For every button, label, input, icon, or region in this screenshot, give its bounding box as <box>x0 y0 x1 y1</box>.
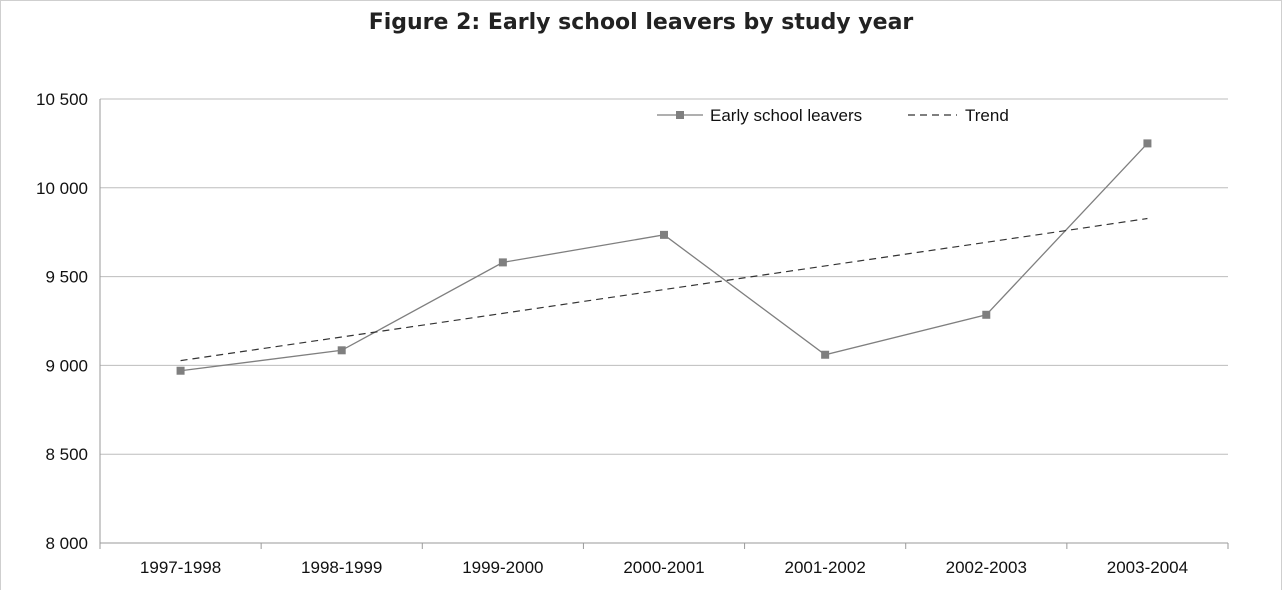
legend: Early school leavers Trend <box>657 106 1009 125</box>
x-tick-label: 1999-2000 <box>462 558 543 577</box>
y-tick-label: 10 000 <box>36 179 88 198</box>
y-tick-label: 8 000 <box>45 534 88 553</box>
series-lines <box>176 139 1152 375</box>
data-point <box>821 350 830 359</box>
data-point <box>1143 139 1152 148</box>
y-tick-label: 8 500 <box>45 445 88 464</box>
y-tick-label: 10 500 <box>36 90 88 109</box>
x-tick-label: 2002-2003 <box>946 558 1027 577</box>
data-point <box>498 258 507 267</box>
legend-label: Trend <box>965 106 1009 125</box>
data-point <box>337 346 346 355</box>
data-point <box>176 366 185 375</box>
x-tick-label: 2000-2001 <box>623 558 704 577</box>
x-tick-label: 2003-2004 <box>1107 558 1188 577</box>
x-tick-label: 1998-1999 <box>301 558 382 577</box>
chart-title: Figure 2: Early school leavers by study … <box>368 10 914 35</box>
data-point <box>660 230 668 239</box>
x-tick-label: 2001-2002 <box>784 558 865 577</box>
x-tick-label: 1997-1998 <box>140 558 221 577</box>
axes: 8 000 8 500 9 000 9 500 10 000 10 500 1997-199… <box>36 90 1229 577</box>
legend-label: Early school leavers <box>710 106 862 125</box>
y-tick-label: 9 500 <box>45 268 88 287</box>
trend-line <box>180 217 1148 362</box>
y-tick-label: 9 000 <box>45 356 88 375</box>
gridlines <box>100 98 1228 455</box>
series-line <box>180 142 1148 372</box>
legend-swatch-marker <box>676 111 684 119</box>
data-point <box>982 310 991 319</box>
